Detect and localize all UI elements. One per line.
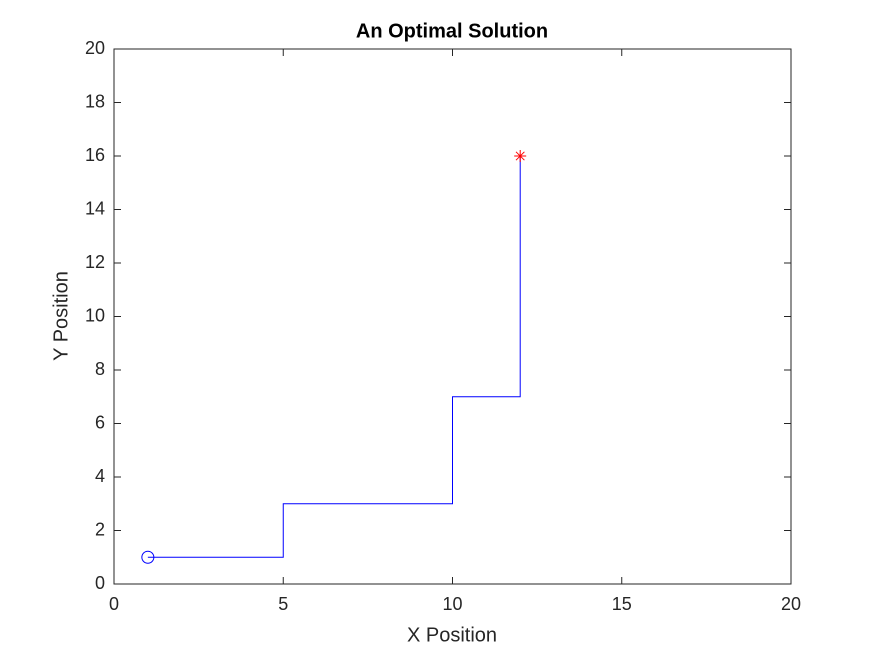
y-tick-label: 12 xyxy=(85,252,105,272)
y-tick-label: 16 xyxy=(85,145,105,165)
y-tick-label: 4 xyxy=(95,466,105,486)
x-tick-label: 10 xyxy=(442,594,462,614)
y-tick-label: 14 xyxy=(85,198,105,218)
x-tick-label: 5 xyxy=(278,594,288,614)
y-tick-label: 8 xyxy=(95,359,105,379)
start-marker xyxy=(141,550,155,564)
y-tick-label: 2 xyxy=(95,519,105,539)
end-marker xyxy=(514,150,527,162)
y-tick-label: 18 xyxy=(85,91,105,111)
data-line xyxy=(147,156,521,558)
y-tick-label: 0 xyxy=(95,573,105,593)
x-axis-label: X Position xyxy=(407,624,497,646)
x-tick-label: 0 xyxy=(109,594,119,614)
y-tick-label: 20 xyxy=(85,38,105,58)
chart-title: An Optimal Solution xyxy=(356,20,548,42)
y-axis-label: Y Position xyxy=(50,271,72,361)
y-tick-label: 10 xyxy=(85,305,105,325)
x-tick-label: 15 xyxy=(612,594,632,614)
y-tick-label: 6 xyxy=(95,412,105,432)
x-tick-label: 20 xyxy=(781,594,801,614)
